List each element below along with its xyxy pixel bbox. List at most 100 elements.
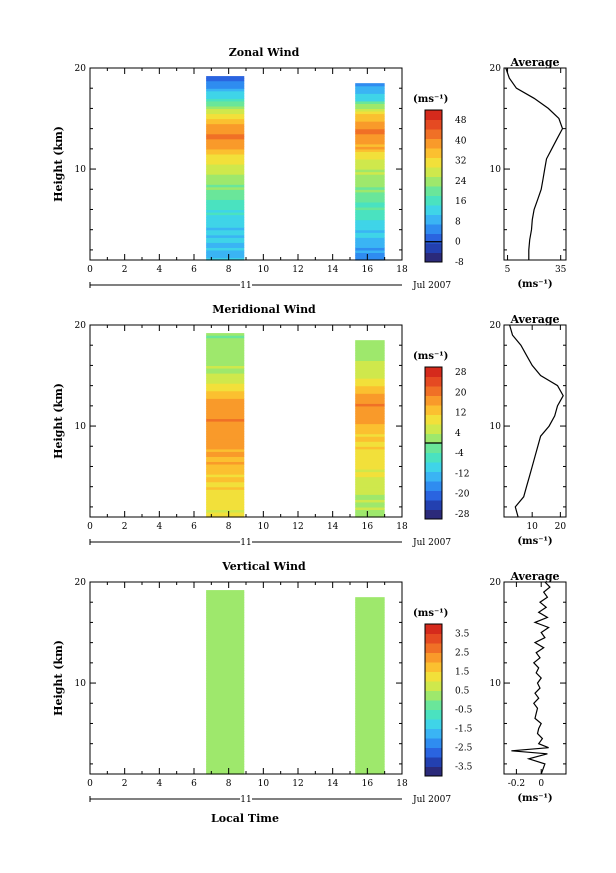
heatmap-cell: [355, 393, 385, 397]
colorbar-band: [425, 110, 442, 120]
heatmap-cell: [355, 723, 385, 727]
heatmap-cell: [206, 400, 245, 404]
heatmap-cell: [206, 370, 245, 374]
x-tick-label: 6: [191, 265, 197, 275]
colorbar-frame: [424, 109, 443, 263]
heatmap-cell: [355, 148, 385, 152]
heatmap-cell: [355, 110, 385, 115]
day-label-bg: [240, 279, 252, 291]
average-y-tick-label: 10: [490, 422, 502, 432]
heatmap-cell: [355, 174, 385, 178]
heatmap-cell: [355, 650, 385, 654]
colorbar-tick-label: 16: [455, 197, 467, 207]
heatmap-cell: [355, 479, 385, 483]
colorbar-band: [425, 481, 442, 491]
heatmap-cell: [206, 474, 245, 478]
heatmap-cell: [355, 171, 385, 175]
heatmap-cell: [355, 418, 385, 422]
heatmap-cell: [206, 121, 245, 125]
heatmap-cell: [206, 158, 245, 163]
colorbar-tick-label: 24: [455, 177, 467, 187]
heatmap-cell: [206, 461, 245, 465]
heatmap-cell: [206, 594, 245, 598]
heatmap-cell: [206, 736, 245, 740]
colorbar-tick-label: 4: [455, 429, 461, 439]
heatmap-cell: [206, 375, 245, 379]
heatmap-cell: [355, 708, 385, 712]
y-axis-label: Height (km): [52, 640, 65, 716]
heatmap-cell: [355, 748, 385, 752]
heatmap-cell: [206, 395, 245, 399]
x-tick-label: 10: [258, 522, 270, 532]
y-tick-label: 20: [75, 321, 87, 331]
y-tick-label: 20: [75, 64, 87, 74]
x-tick-label: 4: [156, 265, 162, 275]
heatmap-cell: [355, 383, 385, 387]
heatmap-cell: [355, 761, 385, 765]
heatmap-cell: [206, 181, 245, 185]
local-time-label: Local Time: [211, 812, 279, 825]
day-label: 11: [240, 281, 251, 291]
heatmap-cell: [206, 763, 245, 768]
heatmap-cell: [206, 217, 245, 221]
heatmap-cell: [206, 385, 245, 389]
heatmap-cell: [355, 186, 385, 190]
heatmap-cell: [355, 667, 385, 672]
heatmap-cell: [206, 590, 245, 593]
heatmap-cell: [355, 710, 385, 714]
heatmap-cell: [355, 257, 385, 261]
heatmap-cell: [355, 222, 385, 226]
heatmap-cell: [355, 763, 385, 768]
heatmap-cell: [355, 675, 385, 679]
average-frame: [503, 324, 567, 518]
heatmap-cell: [355, 179, 385, 183]
heatmap-cell: [355, 476, 385, 480]
x-tick-label: 2: [122, 265, 128, 275]
heatmap-cell: [206, 690, 245, 694]
heatmap-cell: [206, 100, 245, 104]
heatmap-cell: [206, 126, 245, 130]
heatmap-cell: [206, 451, 245, 455]
x-tick-label: 12: [292, 779, 303, 789]
heatmap-cell: [206, 698, 245, 702]
heatmap-cell: [355, 494, 385, 498]
heatmap-cell: [206, 471, 245, 475]
heatmap-cell: [206, 463, 245, 468]
colorbar-tick-label: 0.5: [455, 687, 470, 697]
average-profile-line: [511, 581, 551, 775]
x-tick-label: 4: [156, 522, 162, 532]
heatmap-cell: [355, 741, 385, 745]
heatmap-cell: [355, 247, 385, 251]
heatmap-cell: [355, 640, 385, 644]
colorbar-band: [425, 214, 442, 225]
heatmap-cell: [355, 181, 385, 185]
day-label-bg: [240, 793, 252, 805]
heatmap-cell: [355, 352, 385, 356]
heatmap-cell: [355, 443, 385, 447]
x-tick-label: 8: [226, 522, 232, 532]
heatmap-cell: [355, 212, 385, 216]
heatmap-cell: [355, 206, 385, 211]
heatmap-cell: [206, 214, 245, 218]
heatmap-cell: [206, 624, 245, 629]
heatmap-cell: [355, 85, 385, 89]
heatmap-cell: [206, 123, 245, 127]
heatmap-cell: [206, 466, 245, 470]
heatmap-cell: [355, 486, 385, 490]
heatmap-cell: [206, 393, 245, 397]
heatmap-cell: [355, 665, 385, 669]
average-x-tick-label: 20: [555, 522, 567, 532]
colorbar-units: (ms⁻¹): [413, 351, 448, 362]
heatmap-cell: [355, 463, 385, 468]
heatmap-cell: [355, 614, 385, 618]
heatmap-cell: [355, 234, 385, 238]
heatmap-cell: [355, 607, 385, 611]
heatmap-cell: [206, 602, 245, 606]
heatmap-cell: [355, 738, 385, 742]
heatmap-cell: [206, 723, 245, 727]
heatmap-cell: [355, 438, 385, 442]
heatmap-cell: [206, 670, 245, 674]
colorbar-tick-label: 28: [455, 368, 467, 378]
heatmap-cell: [355, 431, 385, 435]
